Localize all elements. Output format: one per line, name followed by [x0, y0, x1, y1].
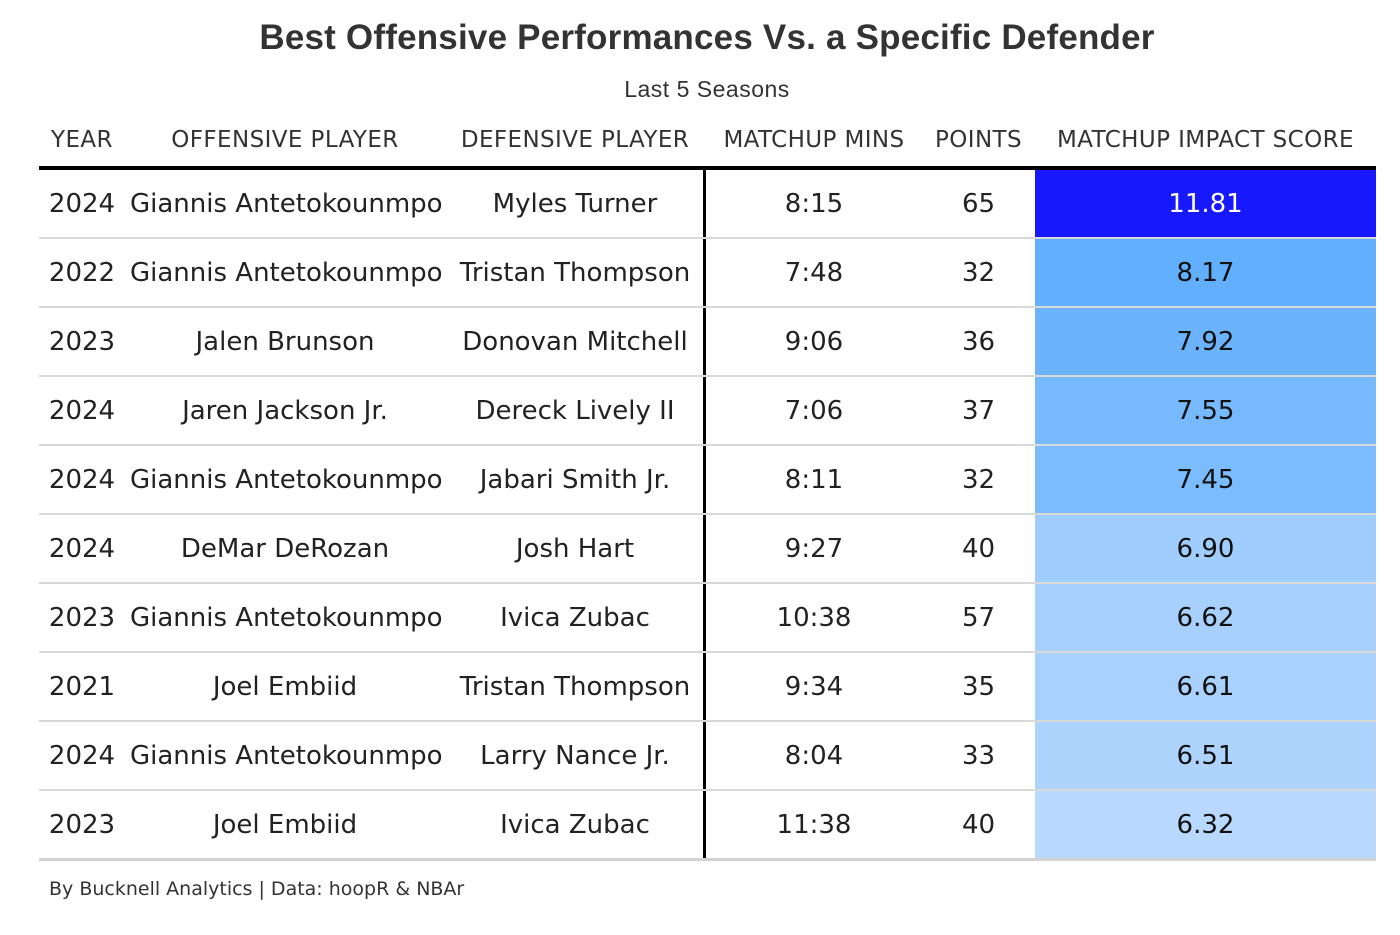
cell-matchup-mins: 9:27 — [784, 534, 844, 564]
cell-points: 40 — [961, 810, 996, 840]
cell-points: 65 — [961, 189, 996, 219]
cell-matchup-mins: 9:06 — [784, 327, 844, 357]
cell-offensive-player: Giannis Antetokounmpo — [130, 258, 443, 288]
footer-credit: By Bucknell Analytics | Data: hoopR & NB… — [49, 878, 465, 900]
cell-matchup-impact-score: 8.17 — [1035, 239, 1376, 306]
table-row: 2024 Jaren Jackson Jr. Dereck Lively II 7:0… — [39, 377, 1376, 446]
cell-points: 37 — [961, 396, 996, 426]
cell-defensive-player: Tristan Thompson — [459, 672, 691, 702]
cell-defensive-player: Josh Hart — [515, 534, 635, 564]
cell-year: 2022 — [48, 258, 116, 288]
cell-matchup-impact-score: 11.81 — [1035, 170, 1376, 237]
cell-matchup-impact-score: 6.62 — [1035, 584, 1376, 651]
header-points: POINTS — [934, 127, 1022, 153]
cell-year: 2024 — [48, 189, 116, 219]
cell-matchup-mins: 10:38 — [776, 603, 852, 633]
cell-defensive-player: Ivica Zubac — [500, 603, 650, 633]
cell-matchup-impact-score: 6.32 — [1035, 791, 1376, 858]
cell-offensive-player: Jalen Brunson — [195, 327, 375, 357]
cell-year: 2023 — [48, 603, 116, 633]
table-row: 2024 DeMar DeRozan Josh Hart 9:27 40 6.90 — [39, 515, 1376, 584]
cell-matchup-impact-score: 6.90 — [1035, 515, 1376, 582]
cell-points: 57 — [961, 603, 996, 633]
cell-matchup-impact-score: 7.55 — [1035, 377, 1376, 444]
cell-points: 36 — [961, 327, 996, 357]
cell-defensive-player: Larry Nance Jr. — [480, 741, 670, 771]
cell-offensive-player: DeMar DeRozan — [180, 534, 390, 564]
cell-year: 2024 — [48, 534, 116, 564]
chart-title: Best Offensive Performances Vs. a Specif… — [259, 18, 1155, 57]
header-matchup-mins: MATCHUP MINS — [723, 127, 905, 153]
cell-matchup-mins: 8:04 — [784, 741, 844, 771]
table-row: 2023 Jalen Brunson Donovan Mitchell 9:06 36 7… — [39, 308, 1376, 377]
cell-points: 40 — [961, 534, 996, 564]
table-row: 2021 Joel Embiid Tristan Thompson 9:34 35 6.6… — [39, 653, 1376, 722]
table-row: 2023 Joel Embiid Ivica Zubac 11:38 40 6.32 — [39, 791, 1376, 861]
cell-year: 2023 — [48, 810, 116, 840]
cell-defensive-player: Tristan Thompson — [459, 258, 691, 288]
cell-matchup-mins: 7:48 — [784, 258, 844, 288]
cell-matchup-impact-score: 6.51 — [1035, 722, 1376, 789]
cell-defensive-player: Jabari Smith Jr. — [479, 465, 671, 495]
cell-offensive-player: Giannis Antetokounmpo — [130, 189, 443, 219]
cell-defensive-player: Myles Turner — [492, 189, 658, 219]
cell-offensive-player: Giannis Antetokounmpo — [130, 603, 443, 633]
cell-defensive-player: Donovan Mitchell — [462, 327, 688, 357]
header-defensive-player: DEFENSIVE PLAYER — [460, 127, 690, 153]
cell-year: 2024 — [48, 465, 116, 495]
matchup-table: YEAR OFFENSIVE PLAYER DEFENSIVE PLAYER M… — [39, 116, 1376, 861]
cell-matchup-mins: 7:06 — [784, 396, 844, 426]
table-row: 2024 Giannis Antetokounmpo Jabari Smith Jr… — [39, 446, 1376, 515]
column-divider — [703, 170, 706, 861]
cell-offensive-player: Giannis Antetokounmpo — [130, 741, 443, 771]
cell-offensive-player: Giannis Antetokounmpo — [130, 465, 443, 495]
cell-points: 35 — [961, 672, 996, 702]
cell-matchup-impact-score: 7.92 — [1035, 308, 1376, 375]
cell-defensive-player: Dereck Lively II — [475, 396, 675, 426]
cell-year: 2024 — [48, 396, 116, 426]
header-offensive-player: OFFENSIVE PLAYER — [171, 127, 399, 153]
cell-points: 32 — [961, 465, 996, 495]
header-year: YEAR — [51, 127, 113, 153]
cell-points: 32 — [961, 258, 996, 288]
table-body: 2024 Giannis Antetokounmpo Myles Turner 8:1… — [39, 170, 1376, 861]
chart-subtitle: Last 5 Seasons — [624, 76, 790, 102]
cell-year: 2024 — [48, 741, 116, 771]
table-header: YEAR OFFENSIVE PLAYER DEFENSIVE PLAYER M… — [39, 116, 1376, 170]
table-row: 2022 Giannis Antetokounmpo Tristan Thompso… — [39, 239, 1376, 308]
cell-matchup-impact-score: 6.61 — [1035, 653, 1376, 720]
cell-defensive-player: Ivica Zubac — [500, 810, 650, 840]
cell-year: 2023 — [48, 327, 116, 357]
cell-offensive-player: Joel Embiid — [212, 672, 358, 702]
cell-matchup-mins: 8:15 — [784, 189, 844, 219]
table-row: 2023 Giannis Antetokounmpo Ivica Zubac 10:3… — [39, 584, 1376, 653]
table-row: 2024 Giannis Antetokounmpo Myles Turner 8:1… — [39, 170, 1376, 239]
cell-matchup-mins: 11:38 — [776, 810, 852, 840]
header-matchup-impact-score: MATCHUP IMPACT SCORE — [1057, 127, 1354, 153]
cell-matchup-mins: 8:11 — [784, 465, 844, 495]
cell-matchup-mins: 9:34 — [784, 672, 844, 702]
table-row: 2024 Giannis Antetokounmpo Larry Nance Jr.… — [39, 722, 1376, 791]
cell-matchup-impact-score: 7.45 — [1035, 446, 1376, 513]
cell-points: 33 — [961, 741, 996, 771]
cell-offensive-player: Jaren Jackson Jr. — [182, 396, 388, 426]
cell-year: 2021 — [48, 672, 116, 702]
cell-offensive-player: Joel Embiid — [212, 810, 358, 840]
